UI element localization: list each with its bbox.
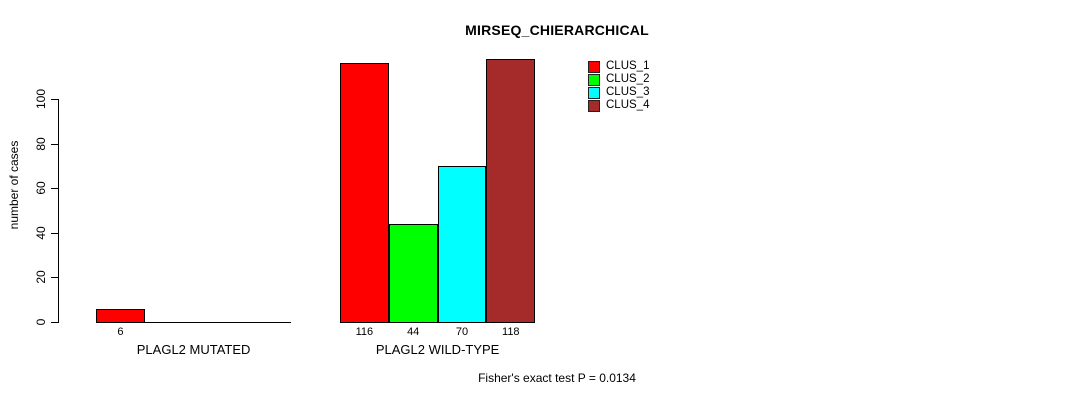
- y-tick: [51, 188, 58, 190]
- y-tick-label: 20: [34, 270, 48, 285]
- legend-swatch-icon: [588, 60, 600, 73]
- y-tick: [51, 277, 58, 279]
- legend-label: CLUS_2: [606, 73, 650, 85]
- legend: CLUS_1 CLUS_2 CLUS_3 CLUS_4: [588, 60, 649, 112]
- y-tick: [51, 322, 58, 323]
- group-baseline: [96, 322, 292, 323]
- bar-clus_1-wildtype: [340, 63, 389, 323]
- bar-clus_2-wildtype: [388, 223, 438, 323]
- legend-label: CLUS_4: [606, 99, 650, 111]
- bar-value-label: 6: [117, 326, 124, 338]
- y-tick: [51, 99, 58, 100]
- y-axis-line: [58, 99, 59, 323]
- legend-item: CLUS_1: [588, 60, 649, 73]
- bar-clus_1-mutated: [96, 308, 145, 323]
- category-label: PLAGL2 WILD-TYPE: [375, 342, 500, 357]
- legend-swatch-icon: [588, 86, 600, 99]
- y-tick-label: 0: [34, 318, 48, 326]
- y-tick-label: 100: [34, 88, 48, 110]
- y-tick: [51, 232, 58, 234]
- y-axis-label: number of cases: [7, 140, 21, 230]
- bar-clus_4-wildtype: [486, 58, 536, 323]
- y-tick: [51, 143, 58, 145]
- bar-value-label: 118: [502, 326, 520, 338]
- y-tick-label: 40: [34, 226, 48, 240]
- category-label: PLAGL2 MUTATED: [136, 342, 251, 357]
- bar-value-label: 116: [355, 326, 374, 338]
- legend-item: CLUS_3: [588, 86, 649, 99]
- legend-label: CLUS_1: [606, 60, 650, 72]
- legend-item: CLUS_4: [588, 99, 649, 112]
- legend-swatch-icon: [588, 73, 600, 86]
- bar-value-label: 70: [455, 326, 469, 338]
- bar-clus_3-wildtype: [437, 165, 487, 323]
- legend-swatch-icon: [588, 99, 600, 112]
- statistical-annotation: Fisher's exact test P = 0.0134: [478, 371, 636, 385]
- chart-title: MIRSEQ_CHIERARCHICAL: [465, 22, 649, 38]
- y-tick-label: 60: [34, 181, 48, 195]
- legend-item: CLUS_2: [588, 73, 649, 86]
- y-tick-label: 80: [34, 136, 48, 151]
- legend-label: CLUS_3: [606, 86, 650, 98]
- bar-value-label: 44: [407, 326, 420, 338]
